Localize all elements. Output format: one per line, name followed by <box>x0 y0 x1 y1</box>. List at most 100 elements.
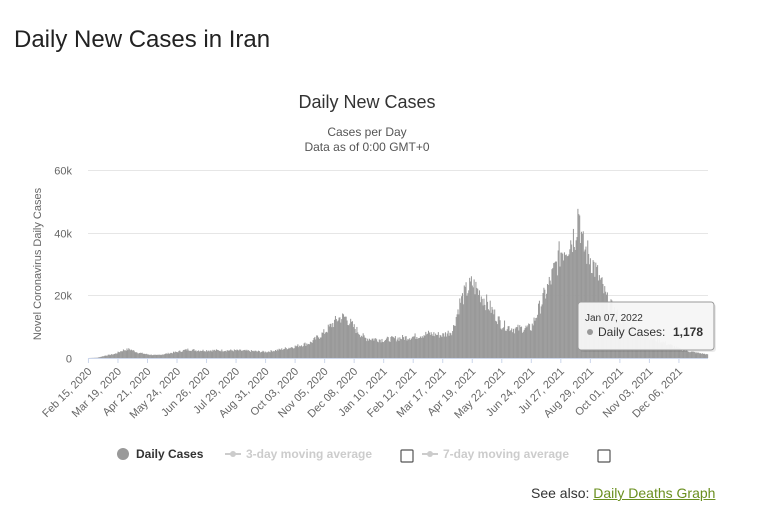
daily-cases-bar <box>348 325 350 358</box>
daily-cases-bar <box>392 336 394 358</box>
daily-cases-bar <box>487 309 489 358</box>
daily-cases-bar <box>495 321 498 358</box>
daily-cases-bar <box>695 353 697 358</box>
daily-cases-bar <box>525 325 527 358</box>
daily-cases-bar <box>563 252 565 358</box>
daily-cases-bar <box>376 341 379 358</box>
daily-cases-bar <box>521 326 523 358</box>
daily-cases-bar <box>356 326 358 358</box>
daily-cases-bar <box>674 348 676 358</box>
daily-cases-bar <box>378 339 380 358</box>
daily-cases-bar <box>478 294 480 358</box>
daily-cases-bar <box>542 293 544 358</box>
daily-cases-bar <box>309 341 311 358</box>
daily-cases-bar <box>139 353 141 358</box>
daily-cases-bar <box>455 317 457 358</box>
daily-cases-bar <box>135 352 137 358</box>
daily-cases-bar <box>272 351 274 358</box>
legend-item-3-day-average[interactable]: 3-day moving average <box>225 447 414 463</box>
daily-cases-bar <box>517 324 519 358</box>
daily-cases-bar <box>493 314 495 358</box>
daily-cases-bar <box>678 348 680 358</box>
daily-cases-bar <box>166 353 168 358</box>
daily-cases-bar <box>191 349 193 358</box>
daily-cases-bar <box>696 352 698 358</box>
daily-cases-bar <box>210 350 212 358</box>
daily-cases-bar <box>424 335 426 358</box>
daily-cases-bar <box>138 353 140 358</box>
daily-cases-bar <box>393 338 396 358</box>
daily-cases-bar <box>703 353 705 358</box>
daily-cases-bar <box>305 345 307 358</box>
daily-cases-bar <box>182 350 184 358</box>
daily-cases-bar <box>239 349 241 358</box>
daily-cases-bar <box>319 337 321 358</box>
daily-cases-bar <box>229 350 231 358</box>
daily-cases-bar <box>126 348 128 358</box>
daily-deaths-graph-link[interactable]: Daily Deaths Graph <box>593 485 716 501</box>
daily-cases-bar <box>454 325 456 358</box>
daily-cases-bar <box>530 330 532 358</box>
daily-cases-bar <box>181 351 183 358</box>
daily-cases-bar <box>288 347 290 358</box>
daily-cases-bar <box>521 332 523 358</box>
daily-cases-bar <box>463 285 465 358</box>
legend-label-daily-cases: Daily Cases <box>136 447 204 461</box>
daily-cases-bar <box>276 349 278 358</box>
daily-cases-bar <box>100 356 102 358</box>
daily-cases-bar <box>537 314 539 358</box>
daily-cases-bar <box>528 323 530 358</box>
legend-checkbox-3-day[interactable] <box>400 449 414 463</box>
daily-cases-bar <box>323 329 325 358</box>
daily-cases-bar <box>198 351 200 358</box>
daily-cases-bar <box>130 350 132 358</box>
daily-cases-bar <box>497 316 499 358</box>
see-also: See also: Daily Deaths Graph <box>531 485 715 501</box>
daily-cases-bar <box>675 346 677 358</box>
daily-cases-bar <box>223 351 225 358</box>
daily-cases-bar <box>545 298 547 358</box>
tooltip-series-label: Daily Cases: <box>598 325 665 339</box>
daily-cases-bar <box>146 353 148 358</box>
daily-new-cases-chart[interactable]: Daily New Cases Cases per Day Data as of… <box>0 80 757 480</box>
daily-cases-bar <box>122 351 124 358</box>
daily-cases-bar <box>329 323 331 358</box>
daily-cases-bar <box>192 349 194 358</box>
daily-cases-bar <box>363 335 365 358</box>
daily-cases-bar <box>401 339 403 358</box>
daily-cases-bar <box>368 340 370 358</box>
daily-cases-bar <box>244 349 246 358</box>
daily-cases-bar <box>515 327 517 358</box>
daily-cases-bar <box>562 253 564 358</box>
daily-cases-bar <box>575 240 577 358</box>
legend-item-7-day-average[interactable]: 7-day moving average <box>422 447 611 463</box>
daily-cases-bar <box>461 296 463 358</box>
daily-cases-bar <box>264 352 266 358</box>
daily-cases-bar <box>342 314 345 358</box>
daily-cases-bar <box>292 348 294 358</box>
daily-cases-bar <box>474 294 476 358</box>
daily-cases-bar <box>508 326 510 358</box>
daily-cases-bar <box>315 339 317 358</box>
daily-cases-bar <box>403 339 405 358</box>
daily-cases-bar <box>441 337 443 358</box>
daily-cases-bar <box>426 334 428 358</box>
daily-cases-bar <box>667 344 669 358</box>
daily-cases-bar <box>346 320 348 358</box>
daily-cases-bar <box>221 349 223 358</box>
legend-item-daily-cases[interactable]: Daily Cases <box>117 447 204 461</box>
daily-cases-bar <box>371 338 373 358</box>
daily-cases-bar <box>338 317 340 358</box>
daily-cases-bar <box>331 327 333 358</box>
tooltip: Jan 07, 2022 Daily Cases: 1,178 <box>577 301 716 352</box>
legend-checkbox-7-day[interactable] <box>597 449 611 463</box>
daily-cases-bar <box>366 341 368 358</box>
daily-cases-bar <box>140 352 142 358</box>
daily-cases-bar <box>290 347 292 358</box>
daily-cases-bar <box>120 351 122 358</box>
daily-cases-bar <box>477 288 479 358</box>
daily-cases-bar <box>581 233 583 358</box>
daily-cases-bar <box>168 354 170 358</box>
daily-cases-bar <box>274 349 277 358</box>
daily-cases-bar <box>686 350 688 358</box>
